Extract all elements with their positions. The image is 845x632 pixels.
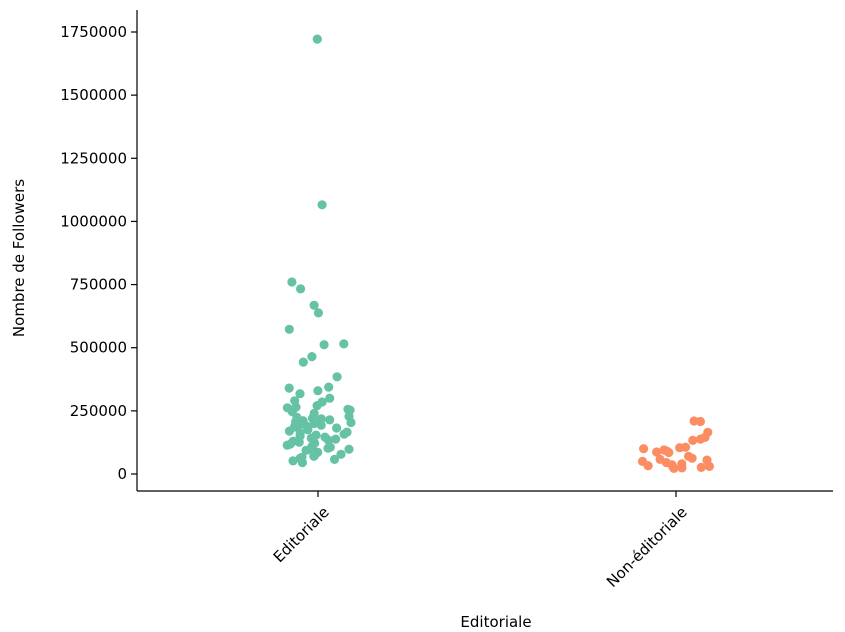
x-tick-label: Non-éditoriale <box>603 503 691 591</box>
y-tick-label: 1250000 <box>60 149 127 167</box>
data-point <box>309 418 319 429</box>
data-point <box>309 451 319 461</box>
data-point <box>323 435 333 445</box>
y-tick-label: 750000 <box>70 276 127 294</box>
x-tick-label: Editoriale <box>270 503 333 566</box>
y-tick-label: 1000000 <box>60 212 127 230</box>
data-point <box>332 372 342 382</box>
data-point <box>336 449 346 459</box>
data-point <box>284 383 294 393</box>
data-point <box>313 386 323 396</box>
data-point <box>643 461 653 471</box>
data-point <box>284 426 294 436</box>
data-point <box>652 447 662 457</box>
data-point <box>344 444 354 454</box>
data-point <box>319 340 329 350</box>
data-point <box>695 434 706 444</box>
data-point <box>316 420 326 430</box>
y-ticks: 0 250000 500000 750000 1000000 1250000 1500000… <box>60 23 137 483</box>
data-point <box>288 456 298 466</box>
y-tick-label: 250000 <box>70 402 127 420</box>
data-point <box>332 423 342 433</box>
data-point <box>329 454 340 464</box>
data-point <box>298 357 308 367</box>
data-point <box>669 463 679 473</box>
data-point <box>316 414 326 424</box>
data-point <box>339 339 349 349</box>
data-point <box>295 389 305 399</box>
data-point <box>323 443 333 453</box>
data-point <box>312 401 322 411</box>
x-ticks: Editoriale Non-éditoriale <box>270 491 691 591</box>
y-axis-label: Nombre de Followers <box>10 179 28 337</box>
data-point <box>317 200 327 210</box>
data-point <box>346 417 356 428</box>
axes <box>136 10 833 492</box>
data-point <box>303 425 313 435</box>
data-point <box>307 352 317 362</box>
data-point <box>297 458 307 468</box>
data-point <box>696 462 706 472</box>
data-point <box>695 416 706 427</box>
data-point <box>282 440 292 450</box>
data-point <box>287 277 297 287</box>
x-axis-label: Editoriale <box>460 613 531 631</box>
data-point <box>704 461 715 471</box>
data-point <box>325 393 335 403</box>
data-point <box>294 437 304 447</box>
data-point <box>331 434 341 444</box>
data-point <box>677 463 687 473</box>
data-points <box>282 34 715 473</box>
data-point <box>675 443 685 453</box>
data-point <box>296 284 306 294</box>
data-point <box>687 453 697 463</box>
data-point <box>664 447 674 458</box>
data-point <box>301 445 311 455</box>
data-point <box>309 300 319 310</box>
y-tick-label: 1750000 <box>60 23 127 41</box>
data-point <box>313 308 323 318</box>
data-point <box>339 429 349 439</box>
data-point <box>325 415 335 425</box>
data-point <box>688 435 698 445</box>
y-tick-label: 500000 <box>70 339 127 357</box>
y-tick-label: 0 <box>117 465 127 483</box>
data-point <box>312 34 322 44</box>
data-point <box>324 382 334 392</box>
data-point <box>284 324 294 334</box>
data-point <box>639 444 649 454</box>
y-tick-label: 1500000 <box>60 86 127 104</box>
